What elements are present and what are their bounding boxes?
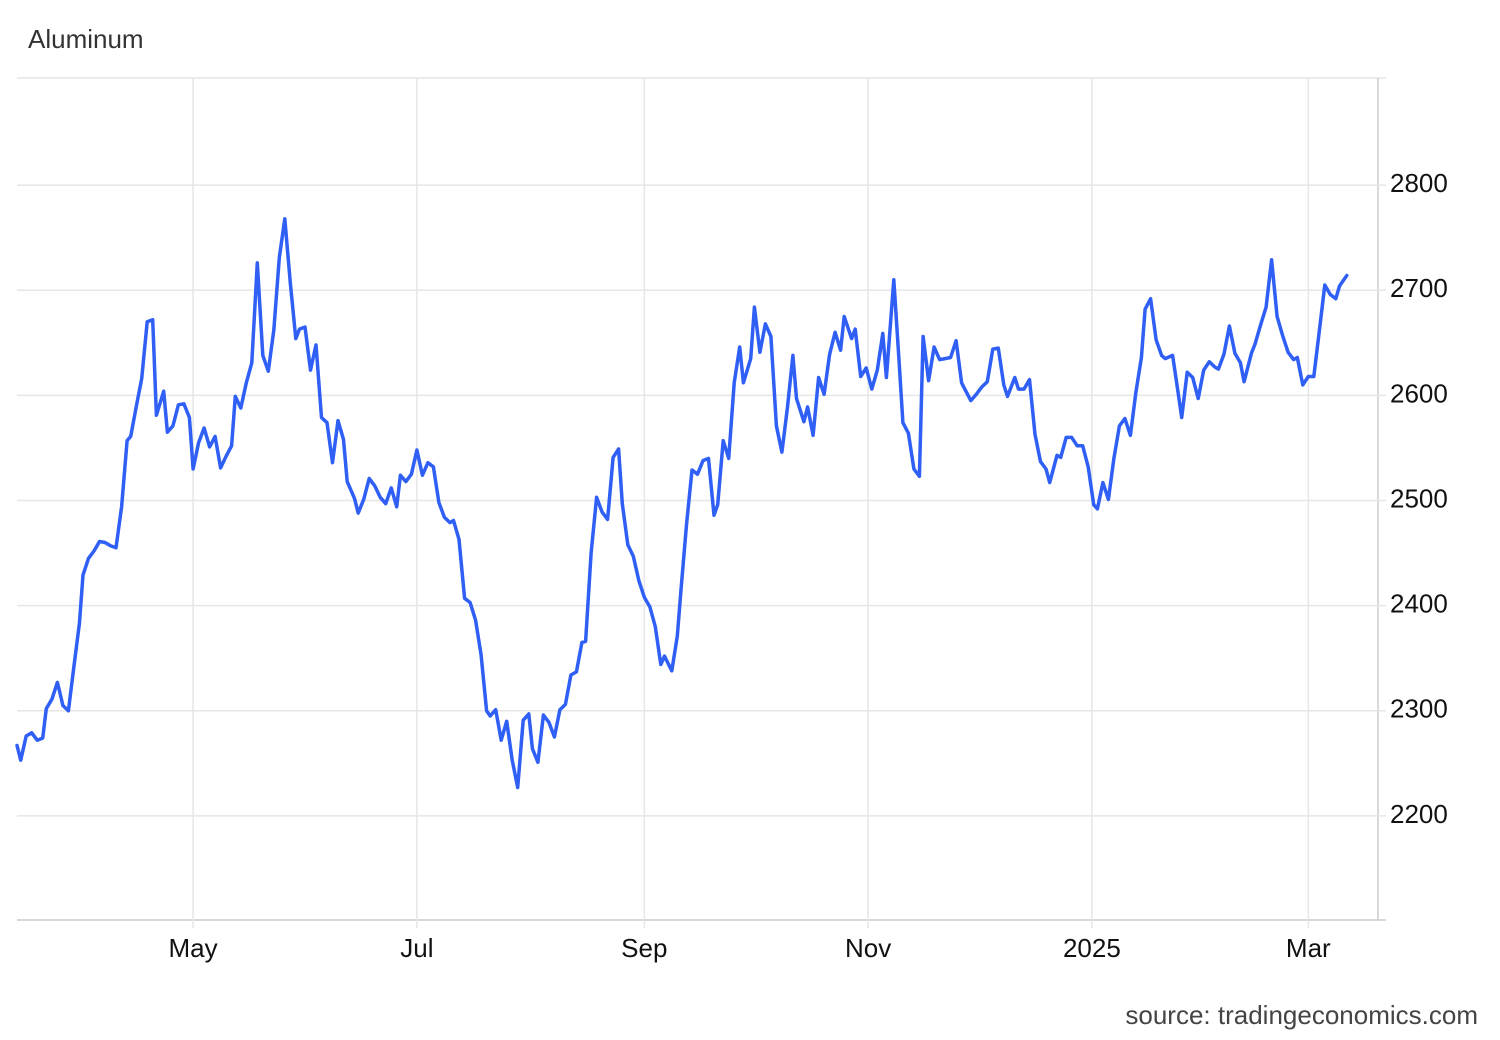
- y-tick-label: 2800: [1390, 168, 1448, 198]
- y-tick-label: 2300: [1390, 694, 1448, 724]
- price-line: [15, 217, 1349, 790]
- y-tick-label: 2600: [1390, 378, 1448, 408]
- chart-title: Aluminum: [28, 24, 144, 54]
- y-tick-label: 2200: [1390, 799, 1448, 829]
- x-tick-label: Mar: [1286, 933, 1331, 963]
- y-tick-label: 2400: [1390, 589, 1448, 619]
- x-tick-label: Jul: [400, 933, 433, 963]
- x-tick-label: 2025: [1063, 933, 1121, 963]
- x-tick-label: May: [169, 933, 218, 963]
- x-tick-label: Nov: [845, 933, 891, 963]
- y-tick-label: 2700: [1390, 273, 1448, 303]
- x-tick-label: Sep: [621, 933, 667, 963]
- source-note: source: tradingeconomics.com: [1125, 1000, 1478, 1030]
- y-tick-label: 2500: [1390, 483, 1448, 513]
